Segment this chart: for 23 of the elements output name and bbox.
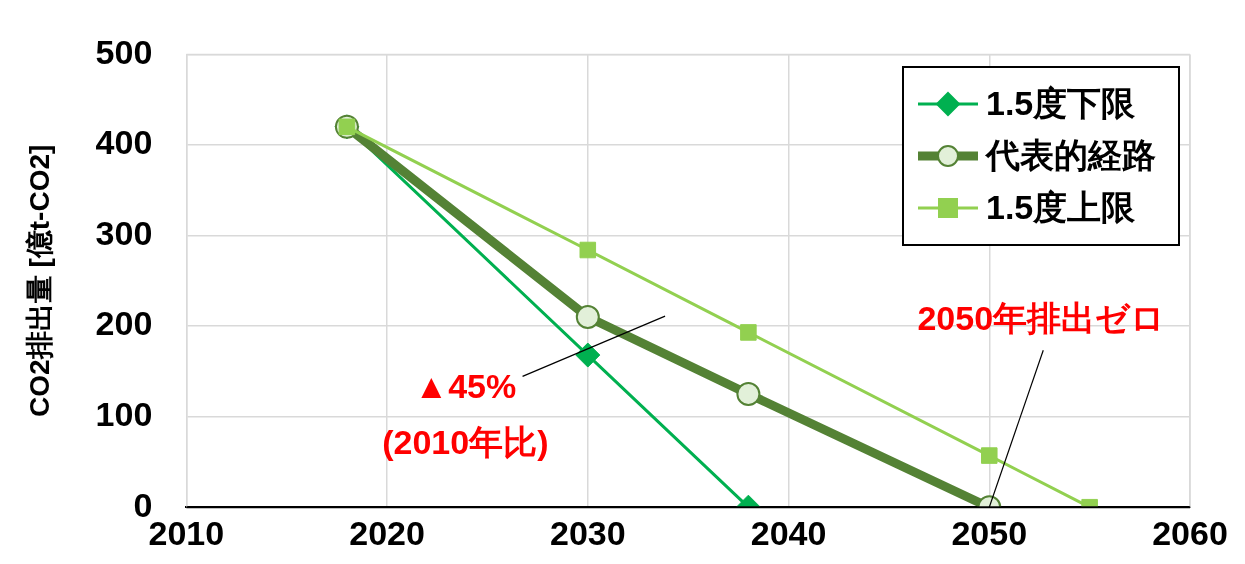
point bbox=[579, 241, 597, 259]
x-tick-label: 2020 bbox=[349, 513, 425, 552]
annotation: ▲45% (2010年比) bbox=[382, 367, 549, 462]
point bbox=[740, 324, 757, 341]
x-tick-label: 2040 bbox=[750, 513, 827, 552]
y-tick-label: 0 bbox=[133, 485, 153, 524]
y-tick-label: 400 bbox=[95, 123, 153, 162]
y-tick-label: 100 bbox=[95, 395, 153, 434]
x-tick-label: 2030 bbox=[549, 513, 626, 552]
y-tick-label: 200 bbox=[95, 304, 153, 343]
legend-label: 1.5度下限 bbox=[986, 83, 1136, 125]
point bbox=[736, 382, 761, 406]
annotation: 2050年排出ゼロ bbox=[917, 298, 1166, 337]
y-axis-title: CO2排出量 [億t-CO2] bbox=[23, 144, 55, 417]
y-tick-label: 500 bbox=[95, 32, 153, 71]
point bbox=[980, 447, 998, 464]
x-tick-label: 2050 bbox=[951, 513, 1028, 552]
point bbox=[575, 342, 601, 368]
legend-label: 代表的経路 bbox=[986, 135, 1156, 177]
legend-label: 1.5度上限 bbox=[986, 187, 1136, 229]
x-tick-label: 2060 bbox=[1152, 513, 1228, 552]
y-tick-label: 300 bbox=[95, 213, 153, 252]
point bbox=[575, 305, 600, 330]
